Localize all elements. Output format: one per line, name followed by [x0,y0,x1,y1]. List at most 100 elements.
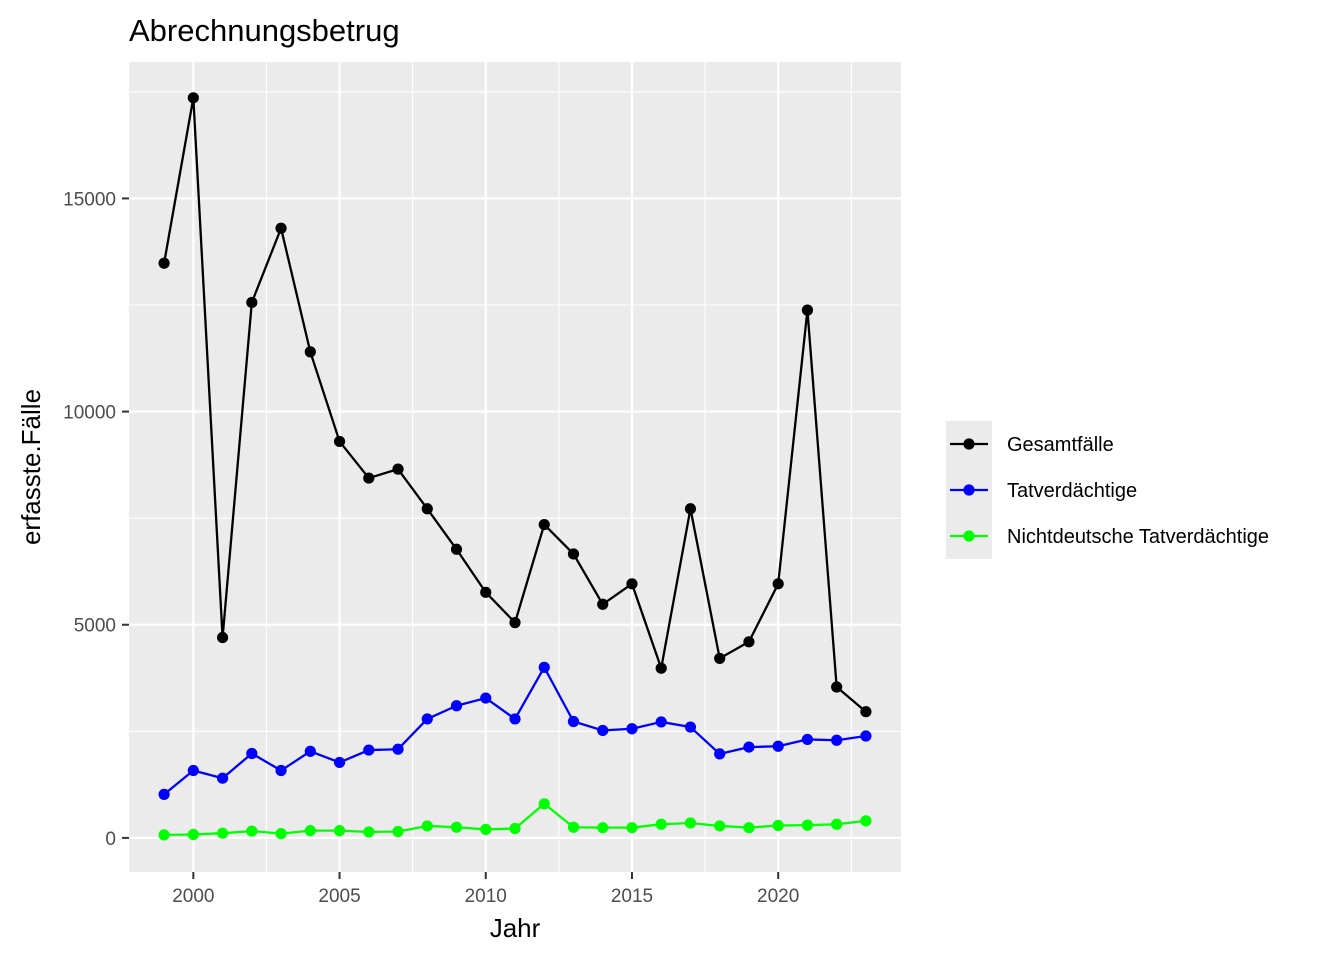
x-tick-label: 2015 [611,886,653,907]
data-point [509,822,521,835]
data-point [831,734,843,746]
legend-label: Gesamtfälle [1007,434,1114,456]
data-point [626,723,638,735]
legend-key-point [963,438,975,450]
y-tick-label: 15000 [63,189,116,210]
y-axis: 0 5000 10000 15000 [63,189,129,850]
y-tick-label: 10000 [63,403,116,424]
data-point [597,724,609,737]
chart-title: Abrechnungsbetrug [129,13,400,48]
data-point [509,617,521,629]
data-point [801,733,814,746]
data-point [158,257,170,269]
data-point [860,706,872,718]
data-point [246,296,258,309]
data-point [860,815,872,827]
data-point [246,825,258,837]
data-point [216,772,229,784]
data-point [450,543,463,555]
data-point [772,819,784,832]
data-point [655,716,667,728]
legend-key-point [963,484,975,496]
data-point [421,820,433,832]
data-point [392,743,404,755]
legend-label: Nichtdeutsche Tatverdächtige [1007,526,1269,548]
data-point [538,798,550,810]
data-point [421,503,433,515]
data-point [216,827,229,839]
data-point [538,518,550,531]
data-point [392,463,404,475]
minor-grid [129,62,901,872]
data-point [626,578,638,590]
series-layer [158,92,872,841]
data-point [304,825,316,837]
data-point [246,747,258,760]
x-tick-label: 2005 [318,886,360,907]
y-tick-label: 0 [105,829,116,850]
data-point [363,472,375,484]
legend-key-point [963,530,975,542]
data-point [801,819,814,831]
data-point [684,817,697,829]
data-point [831,818,843,830]
x-axis-title: Jahr [490,913,541,943]
data-point [831,681,843,693]
plot-panel [129,62,901,872]
data-point [450,821,463,833]
data-point [538,661,550,673]
data-point [655,662,667,674]
legend-label: Tatverdächtige [1007,480,1137,502]
data-point [392,825,404,838]
data-point [480,823,492,835]
data-point [714,748,726,760]
data-point [333,756,346,769]
data-point [333,825,346,837]
data-point [684,503,697,515]
data-point [216,631,229,644]
data-point [743,822,755,834]
data-point [567,821,580,833]
data-point [626,822,638,834]
data-point [187,764,199,777]
data-point [567,715,580,728]
data-point [333,435,346,448]
data-point [158,829,170,841]
data-point [714,652,726,665]
data-point [714,820,726,832]
data-point [480,586,492,598]
x-tick-label: 2010 [465,886,507,907]
x-tick-label: 2020 [757,886,799,907]
major-grid [129,62,901,872]
data-point [275,764,287,777]
data-point [363,744,375,756]
y-axis-title: erfasste.Fälle [16,389,46,545]
data-point [304,745,316,757]
data-point [772,578,784,590]
data-point [450,700,463,712]
data-point [597,598,609,610]
x-tick-label: 2000 [172,886,214,907]
data-point [187,92,199,104]
data-point [187,828,199,841]
data-point [860,730,872,742]
legend: Gesamtfälle Tatverdächtige Nichtdeutsche T… [946,421,1269,559]
data-point [743,741,755,753]
data-point [509,713,521,725]
data-point [597,822,609,834]
data-point [567,548,580,560]
data-point [304,346,316,358]
data-point [655,818,667,830]
data-point [421,713,433,725]
data-point [363,826,375,838]
data-point [480,692,492,704]
x-axis: 2000 2005 2010 2015 2020 [172,872,799,907]
data-point [743,636,755,648]
data-point [772,740,784,752]
y-tick-label: 5000 [74,616,116,637]
data-point [684,721,697,733]
data-point [158,788,170,801]
data-point [275,222,287,234]
data-point [275,828,287,840]
